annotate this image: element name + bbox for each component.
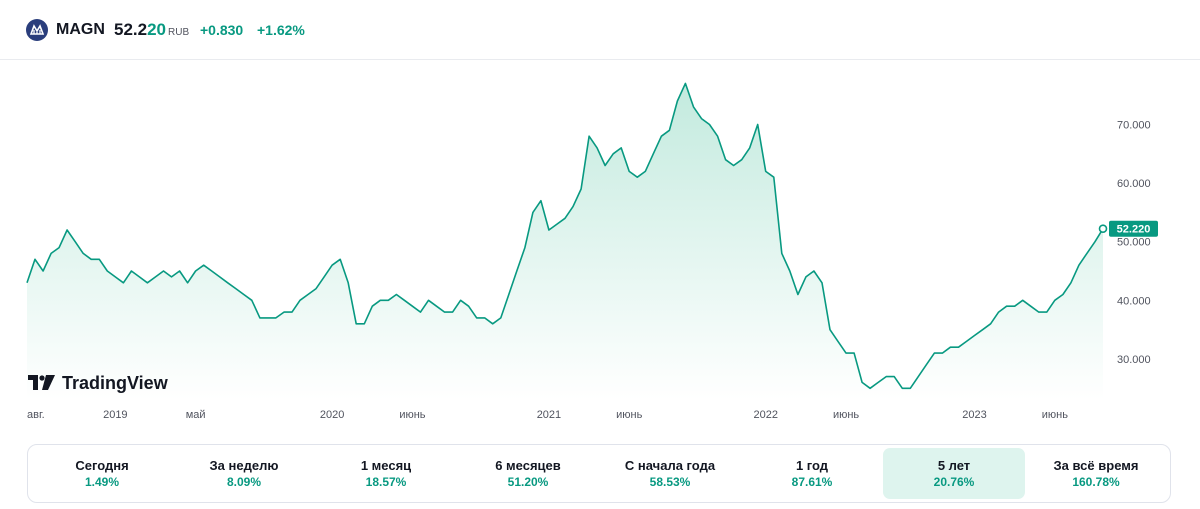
x-tick-label: авг. <box>27 409 45 421</box>
period-value: 58.53% <box>649 474 691 489</box>
last-value-tag <box>1109 220 1158 237</box>
y-tick-label: 70.000 <box>1117 119 1151 131</box>
period-3[interactable]: 6 месяцев 51.20% <box>457 448 599 499</box>
x-tick-label: 2023 <box>962 409 986 421</box>
period-value: 51.20% <box>507 474 549 489</box>
period-4[interactable]: С начала года 58.53% <box>599 448 741 499</box>
price-change: +0.830 <box>200 22 244 38</box>
x-tick-label: май <box>186 409 206 421</box>
period-6[interactable]: 5 лет 20.76% <box>883 448 1025 499</box>
period-2[interactable]: 1 месяц 18.57% <box>315 448 457 499</box>
y-tick-label: 30.000 <box>1117 354 1151 366</box>
y-tick-label: 60.000 <box>1117 178 1151 190</box>
x-tick-label: 2021 <box>537 409 561 421</box>
tradingview-logo-icon <box>28 375 55 390</box>
period-value: 18.57% <box>365 474 407 489</box>
last-value-label: 52.220 <box>1117 224 1151 236</box>
x-tick-label: 2022 <box>754 409 778 421</box>
period-1[interactable]: За неделю 8.09% <box>173 448 315 499</box>
period-value: 8.09% <box>226 474 262 489</box>
period-label: За неделю <box>209 457 279 473</box>
price-area-fill <box>27 83 1103 401</box>
period-label: 1 год <box>795 457 829 473</box>
period-label: 6 месяцев <box>495 457 561 473</box>
x-tick-label: июнь <box>399 409 425 421</box>
period-value: 1.49% <box>84 474 120 489</box>
price-change-percent: +1.62% <box>257 22 305 38</box>
x-tick-label: июнь <box>1042 409 1068 421</box>
price-line <box>26 82 1104 390</box>
period-label: 5 лет <box>937 457 971 473</box>
period-value: 160.78% <box>1072 474 1120 489</box>
last-value-dot <box>1098 224 1108 234</box>
x-tick-label: июнь <box>833 409 859 421</box>
currency-label: RUB <box>168 27 190 38</box>
y-tick-label: 40.000 <box>1117 295 1151 307</box>
period-selector: Сегодня 1.49% За неделю 8.09% 1 месяц 18.57% 6… <box>27 444 1171 503</box>
period-value: 87.61% <box>791 474 833 489</box>
period-value: 20.76% <box>933 474 975 489</box>
price-chart[interactable]: 70.000 60.000 50.000 40.000 30.000 авг. 2019 м… <box>0 60 1200 440</box>
symbol-header: MAGN 52.220 RUB +0.830 +1.62% <box>0 0 1200 60</box>
price-tail: 20 <box>147 20 167 39</box>
period-label: За всё время <box>1053 457 1139 473</box>
period-5[interactable]: 1 год 87.61% <box>741 448 883 499</box>
x-tick-label: июнь <box>616 409 642 421</box>
period-label: 1 месяц <box>360 457 412 473</box>
last-value-marker: 52.220 <box>1098 220 1158 237</box>
x-tick-label: 2019 <box>103 409 127 421</box>
tradingview-wordmark: TradingView <box>62 373 168 393</box>
period-7[interactable]: За всё время 160.78% <box>1025 448 1167 499</box>
x-tick-label: 2020 <box>320 409 344 421</box>
period-label: С начала года <box>624 457 716 473</box>
period-label: Сегодня <box>75 457 129 473</box>
current-price: 52.220 RUB <box>114 20 189 40</box>
price-main: 52.2 <box>114 20 148 39</box>
y-axis: 70.000 60.000 50.000 40.000 30.000 <box>1117 119 1151 365</box>
magnitogorsk-logo-icon[interactable] <box>26 19 48 41</box>
period-0[interactable]: Сегодня 1.49% <box>31 448 173 499</box>
ticker-symbol[interactable]: MAGN <box>56 21 105 38</box>
y-tick-label: 50.000 <box>1117 237 1151 249</box>
x-axis: авг. 2019 май 2020 июнь 2021 июнь 2022 июнь 2023 и… <box>27 409 1068 421</box>
